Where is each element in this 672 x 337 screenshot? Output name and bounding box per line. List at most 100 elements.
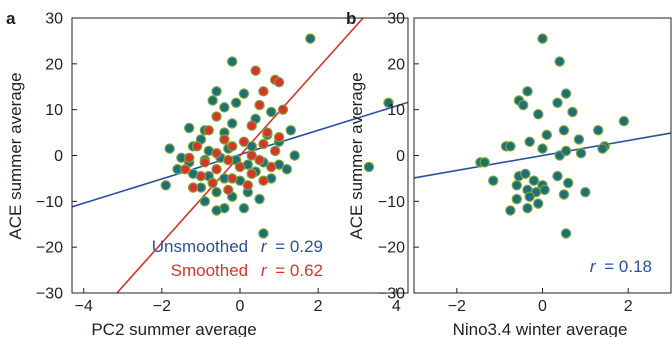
unsmoothed-r-value: = 0.29 bbox=[275, 237, 323, 256]
smoothed-data-point bbox=[180, 164, 191, 175]
y-tick-label: 0 bbox=[396, 148, 405, 165]
panel-a-x-axis-label: PC2 summer average bbox=[91, 320, 256, 337]
smoothed-data-point bbox=[269, 145, 281, 157]
smoothed-data-point bbox=[219, 134, 230, 145]
x-tick-label: 2 bbox=[314, 298, 323, 315]
data-point bbox=[558, 189, 570, 200]
smoothed-data-point bbox=[246, 168, 257, 180]
smoothed-data-point bbox=[238, 136, 250, 147]
smoothed-data-point bbox=[226, 141, 238, 152]
x-tick-label: 0 bbox=[236, 298, 245, 315]
panel-b-r-label: r = 0.18 bbox=[590, 257, 652, 276]
smoothed-data-point bbox=[266, 161, 277, 173]
smoothed-data-point bbox=[184, 152, 195, 163]
data-point bbox=[537, 33, 548, 44]
panel-a-frame bbox=[71, 17, 409, 294]
smoothed-data-point bbox=[203, 125, 214, 136]
smoothed-data-point bbox=[211, 111, 222, 122]
data-point bbox=[518, 99, 529, 111]
regression-line bbox=[414, 132, 672, 179]
data-point bbox=[558, 125, 570, 136]
data-point bbox=[524, 136, 535, 147]
unsmoothed-data-point bbox=[281, 164, 293, 175]
panel-a-smoothed-label: Smoothed r = 0.62 bbox=[171, 261, 323, 280]
data-point bbox=[533, 198, 544, 209]
unsmoothed-r-symbol: r bbox=[261, 237, 268, 256]
panel-b-frame bbox=[413, 17, 672, 294]
x-tick-label: 0 bbox=[538, 298, 547, 315]
x-tick-label: −2 bbox=[448, 298, 466, 315]
unsmoothed-data-point bbox=[289, 150, 300, 161]
data-point bbox=[524, 191, 535, 202]
data-point bbox=[528, 175, 540, 186]
smoothed-data-point bbox=[246, 120, 257, 131]
data-point bbox=[511, 180, 523, 191]
unsmoothed-data-point bbox=[164, 143, 175, 154]
unsmoothed-data-point bbox=[254, 193, 265, 205]
smoothed-data-point bbox=[242, 180, 254, 191]
smoothed-data-point bbox=[277, 104, 289, 115]
unsmoothed-data-point bbox=[211, 86, 222, 97]
panel-a-fit-lines bbox=[72, 18, 408, 293]
unsmoothed-data-point bbox=[266, 106, 277, 118]
unsmoothed-data-point bbox=[258, 228, 269, 239]
x-tick-label: −4 bbox=[75, 298, 93, 315]
smoothed-data-point bbox=[273, 131, 285, 143]
smoothed-data-point bbox=[195, 170, 207, 182]
data-point bbox=[505, 141, 516, 152]
panel-b-y-axis-label: ACE summer average bbox=[347, 72, 366, 239]
data-point bbox=[533, 109, 544, 120]
data-point bbox=[575, 148, 587, 159]
y-tick-label: 10 bbox=[387, 102, 405, 119]
data-point bbox=[505, 205, 516, 216]
smoothed-data-point bbox=[226, 173, 238, 184]
smoothed-data-point bbox=[246, 150, 257, 161]
unsmoothed-data-point bbox=[226, 56, 238, 67]
smoothed-data-point bbox=[254, 99, 265, 111]
panel-b-fit-lines bbox=[414, 132, 672, 179]
data-point bbox=[560, 145, 572, 157]
data-point bbox=[520, 168, 531, 180]
panel-a-letter: a bbox=[6, 9, 16, 28]
smoothed-data-point bbox=[234, 161, 246, 173]
y-tick-label: −20 bbox=[36, 240, 63, 257]
unsmoothed-data-point bbox=[211, 186, 222, 198]
smoothed-data-point bbox=[258, 175, 269, 186]
unsmoothed-data-point bbox=[207, 95, 218, 106]
smoothed-data-point bbox=[250, 65, 261, 76]
y-tick-label: 0 bbox=[54, 148, 63, 165]
unsmoothed-data-point bbox=[363, 161, 375, 173]
data-point bbox=[567, 106, 578, 118]
data-point bbox=[479, 157, 490, 168]
smoothed-data-point bbox=[199, 157, 211, 168]
smoothed-data-point bbox=[258, 138, 269, 150]
unsmoothed-data-point bbox=[230, 97, 242, 108]
data-point bbox=[488, 175, 499, 186]
panel-a-y-axis-label: ACE summer average bbox=[6, 72, 25, 239]
data-point bbox=[552, 170, 563, 182]
smoothed-data-point bbox=[207, 177, 218, 189]
smoothed-data-point bbox=[223, 184, 234, 196]
unsmoothed-data-point bbox=[219, 102, 230, 113]
unsmoothed-data-point bbox=[238, 88, 250, 99]
panel-b: b ACE summer average Nino3.4 winter aver… bbox=[346, 9, 672, 337]
panel-b-x-axis-label: Nino3.4 winter average bbox=[453, 320, 628, 337]
smoothed-data-point bbox=[254, 154, 265, 166]
unsmoothed-data-point bbox=[211, 205, 222, 216]
panel-b-plot-area bbox=[414, 33, 672, 239]
unsmoothed-data-point bbox=[199, 196, 211, 207]
panel-a-plot-area bbox=[72, 18, 408, 293]
panel-b-r-value: = 0.18 bbox=[604, 257, 652, 276]
data-point bbox=[554, 56, 565, 67]
y-tick-label: −30 bbox=[378, 286, 405, 303]
y-tick-label: 30 bbox=[387, 11, 405, 28]
x-tick-label: −2 bbox=[153, 298, 171, 315]
unsmoothed-name: Unsmoothed bbox=[152, 237, 248, 256]
panel-b-points bbox=[475, 33, 630, 239]
panel-b-letter: b bbox=[346, 9, 356, 28]
y-tick-label: 30 bbox=[45, 11, 63, 28]
data-point bbox=[597, 143, 608, 154]
smoothed-data-point bbox=[273, 76, 285, 88]
